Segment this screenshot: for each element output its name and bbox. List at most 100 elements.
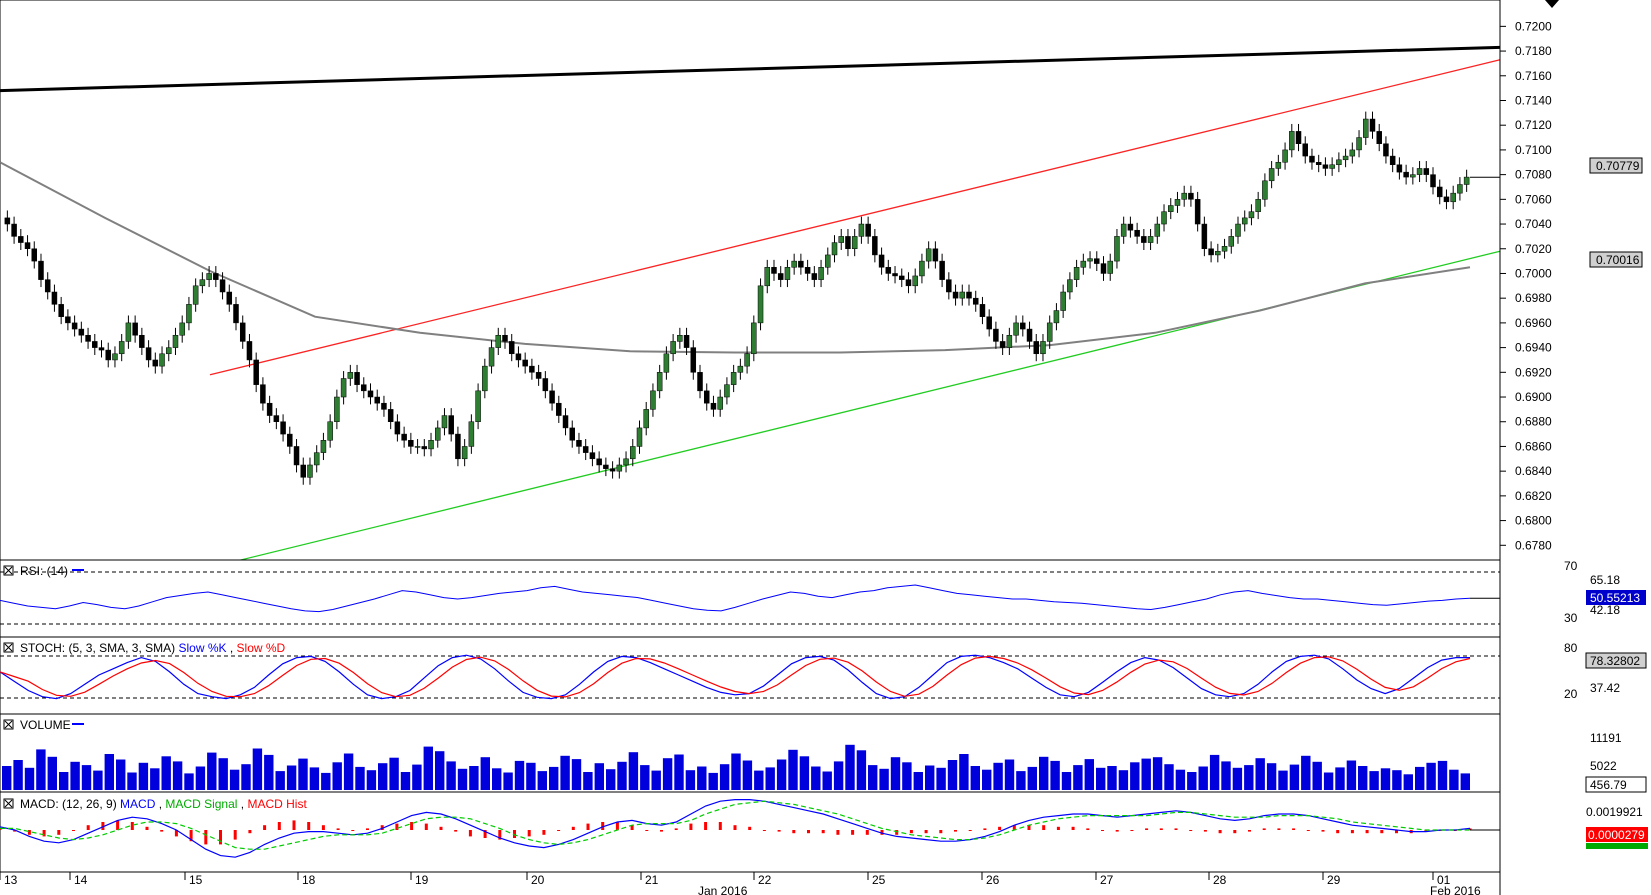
macd-hist-bar <box>380 825 384 830</box>
macd-hist-bar <box>468 830 472 837</box>
macd-hist-bar <box>807 830 810 834</box>
candle-body <box>482 365 488 392</box>
macd-hist-bar <box>483 830 487 838</box>
rsi-value-high: 65.18 <box>1590 573 1620 587</box>
volume-bar <box>457 768 468 790</box>
candle-body <box>159 353 165 367</box>
candle-body <box>616 464 623 472</box>
candle-body <box>569 427 575 441</box>
volume-bar <box>526 762 536 790</box>
candle-body <box>1376 131 1382 144</box>
macd-hist-bar <box>424 823 428 830</box>
volume-bar <box>492 768 502 790</box>
candle-body <box>999 341 1006 348</box>
time-tick-label: 28 <box>1213 873 1227 887</box>
macd-hist-bar <box>13 830 17 832</box>
candle-body <box>535 372 542 379</box>
volume-bar <box>366 770 377 790</box>
candle-body <box>1275 162 1282 169</box>
candle-body <box>1174 199 1181 206</box>
volume-bar <box>59 772 69 790</box>
candle-body <box>488 347 495 367</box>
volume-bar <box>822 771 832 790</box>
price-tick-label: 0.6940 <box>1515 341 1552 355</box>
volume-bar <box>742 760 753 790</box>
candle-body <box>1289 131 1295 151</box>
macd-sep-1: , <box>159 797 166 811</box>
time-tick-label: 19 <box>415 873 429 887</box>
volume-bar <box>480 757 490 790</box>
candle-body <box>468 421 475 447</box>
candle-body <box>1208 248 1214 256</box>
volume-bar <box>343 753 354 790</box>
candle-body <box>751 322 757 355</box>
candle-body <box>139 334 145 348</box>
volume-bar <box>1084 759 1094 790</box>
macd-hist-bar <box>1365 830 1369 834</box>
candle-body <box>280 421 286 435</box>
candle-body <box>186 304 192 324</box>
price-panel: 0.7200 0.7180 0.7160 0.7140 0.7120 0.7100 0.70… <box>0 0 1643 571</box>
macd-hist-bar <box>777 830 781 832</box>
candle-body <box>502 334 508 342</box>
candle-body <box>1309 155 1315 163</box>
volume-bar <box>1027 766 1037 790</box>
volume-bar <box>594 763 604 790</box>
candle-body <box>986 316 992 330</box>
candle-body <box>233 304 239 324</box>
macd-hist-bar <box>1248 830 1251 832</box>
stoch-title: STOCH: (5, 3, SMA, 3, SMA) Slow %K , Slo… <box>20 641 286 655</box>
volume-bar <box>651 770 661 790</box>
candle-body <box>347 372 354 379</box>
volume-bar <box>172 761 183 790</box>
candle-body <box>1262 180 1268 200</box>
candle-body <box>1443 196 1450 203</box>
volume-bar <box>936 767 946 790</box>
volume-bar <box>24 767 35 790</box>
candle-body <box>972 297 979 305</box>
time-tick-label: 25 <box>872 873 886 887</box>
candle-body <box>1141 236 1147 243</box>
volume-bar <box>1266 763 1277 790</box>
volume-bar <box>435 751 445 790</box>
macd-hist-bar <box>954 830 957 832</box>
volume-bar <box>662 758 673 790</box>
candle-body <box>239 322 246 342</box>
rsi-panel: RSI: (14) 70 30 65.18 42.18 50.55213 <box>0 559 1646 638</box>
scroll-arrow-icon[interactable] <box>1545 0 1559 8</box>
candle-body <box>31 248 38 262</box>
volume-bar <box>47 756 57 790</box>
stoch-label: STOCH: (5, 3, SMA, 3, SMA) <box>20 641 175 655</box>
macd-hist-bar <box>924 830 928 834</box>
volume-bar <box>1369 771 1379 790</box>
candle-body <box>226 291 233 305</box>
price-tick-label: 0.7000 <box>1515 266 1552 280</box>
candle-body <box>804 267 811 274</box>
candle-body <box>683 334 690 348</box>
price-tick-label: 0.7040 <box>1515 217 1552 231</box>
candle-body <box>1403 171 1409 178</box>
volume-bar <box>902 762 912 790</box>
volume-bar <box>332 762 342 790</box>
candle-body <box>1161 211 1167 225</box>
stoch-k-line <box>0 654 1470 700</box>
candle-body <box>737 365 744 373</box>
stoch-last-label: 78.32802 <box>1590 654 1640 668</box>
macd-hist-bar <box>909 830 913 834</box>
macd-hist-bar <box>660 830 663 832</box>
volume-last-box <box>1585 776 1647 793</box>
candle-body <box>1363 118 1369 138</box>
candle-body <box>152 359 159 367</box>
macd-hist-bar <box>1468 828 1472 830</box>
macd-hist-bar <box>1203 830 1207 832</box>
macd-hist-bar <box>248 830 252 834</box>
candle-body <box>273 415 280 422</box>
candle-body <box>367 390 374 398</box>
candle-body <box>656 372 663 392</box>
candle-body <box>757 285 764 324</box>
volume-bar <box>1232 767 1243 790</box>
volume-bar <box>150 768 160 790</box>
macd-hist-bar <box>219 830 222 845</box>
volume-bar <box>913 772 923 790</box>
stoch-k-label: Slow %K <box>179 641 227 655</box>
